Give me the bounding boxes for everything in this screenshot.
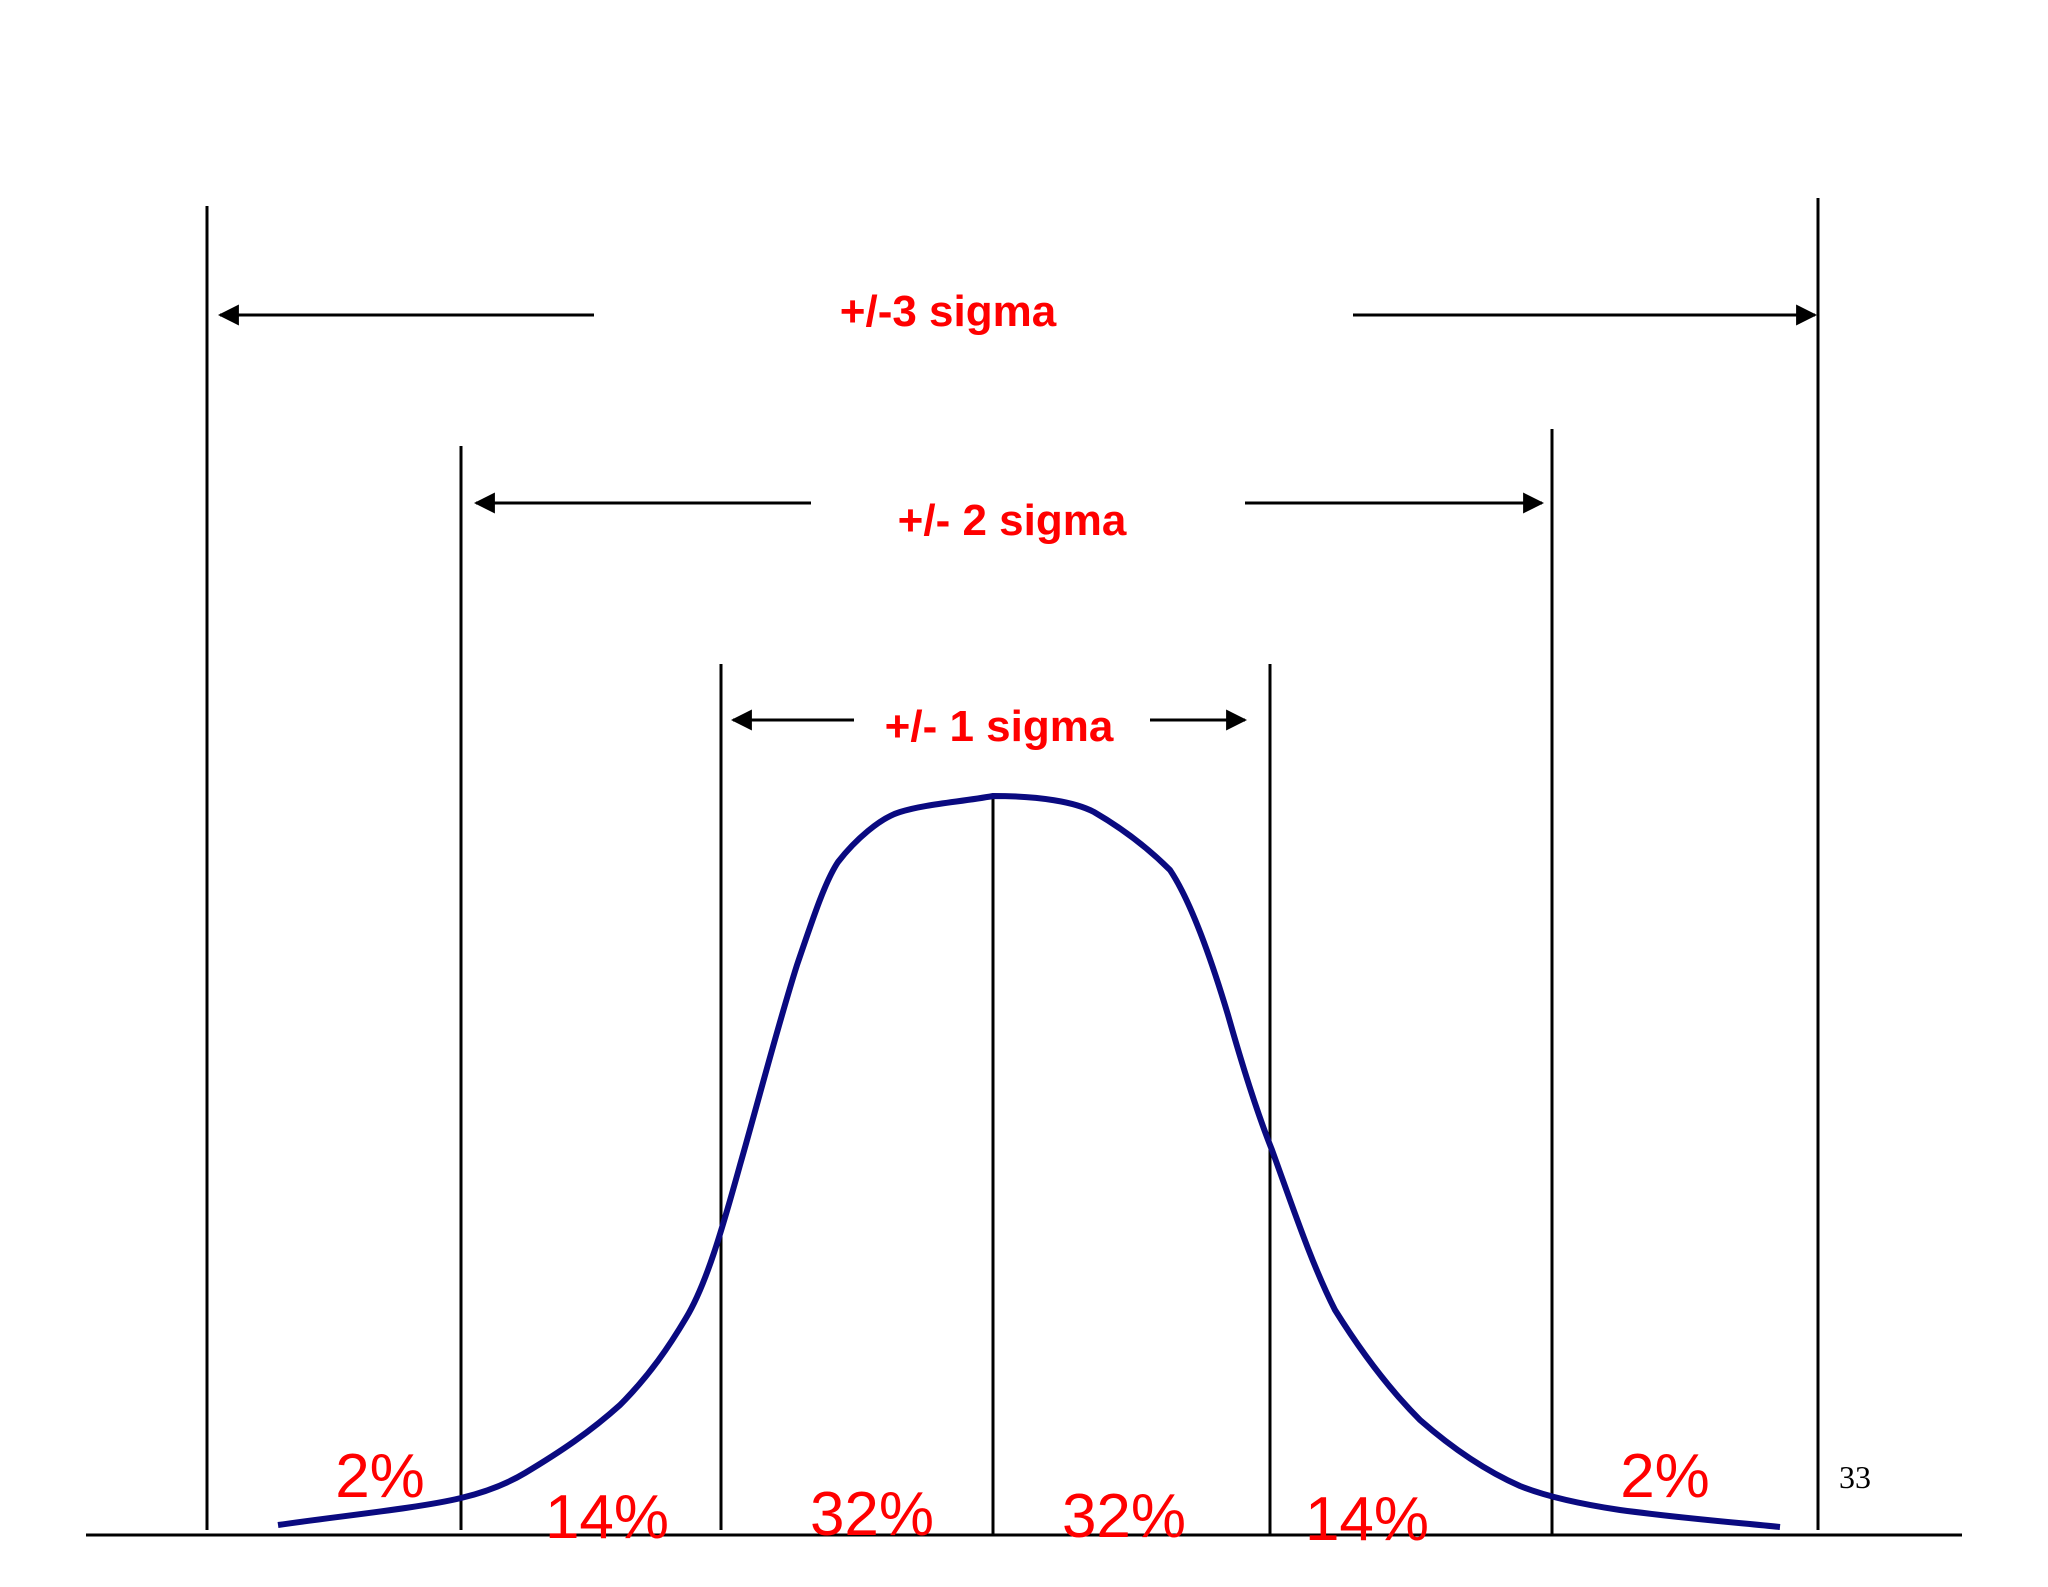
- band-left-2-percent: 14%: [545, 1483, 669, 1552]
- band-left-1-percent: 32%: [810, 1480, 934, 1549]
- band-right-1-percent: 32%: [1062, 1482, 1186, 1551]
- band-right-2-percent: 14%: [1305, 1485, 1429, 1554]
- tail-right-percent: 2%: [1620, 1442, 1710, 1511]
- two-sigma-label: +/- 2 sigma: [898, 496, 1127, 545]
- page-number: 33: [1839, 1459, 1871, 1495]
- three-sigma-label: +/-3 sigma: [840, 287, 1057, 336]
- tail-left-percent: 2%: [335, 1442, 425, 1511]
- bell-curve: [277, 793, 1781, 1530]
- one-sigma-label: +/- 1 sigma: [885, 702, 1114, 751]
